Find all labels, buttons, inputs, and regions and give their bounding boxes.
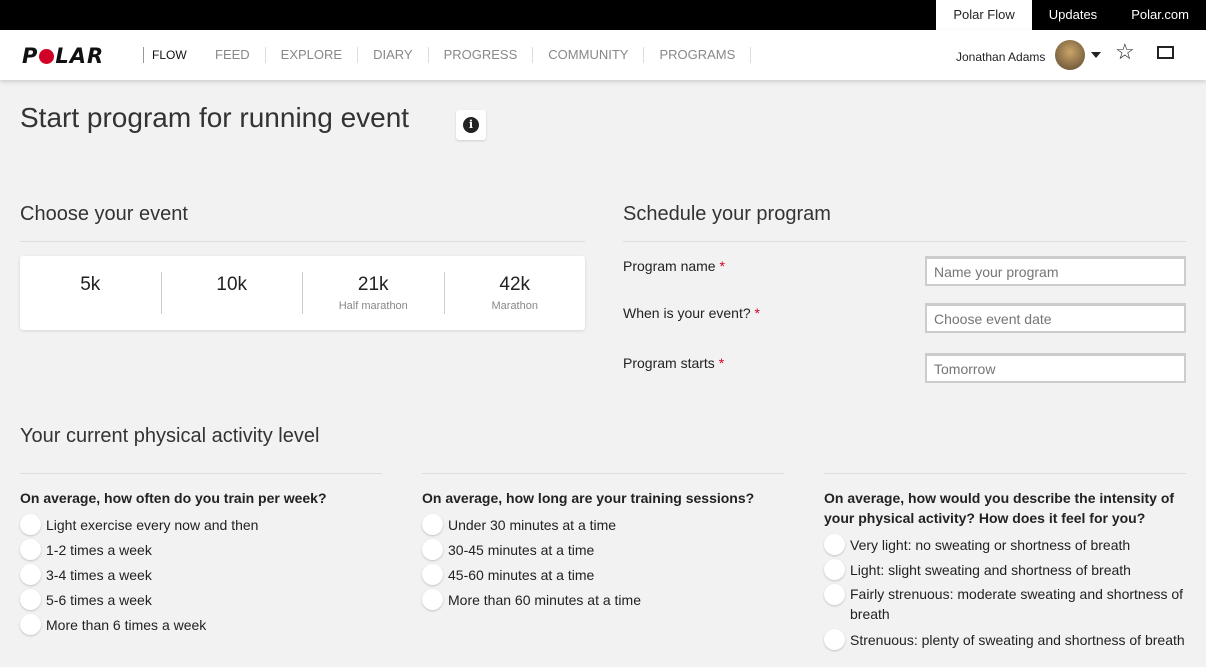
info-icon: i — [463, 117, 479, 133]
nav-feed[interactable]: FEED — [200, 47, 266, 63]
question-intensity: On average, how would you describe the i… — [824, 490, 1175, 526]
divider — [422, 473, 784, 474]
radio-button[interactable] — [824, 584, 845, 605]
event-sublabel: Half marathon — [338, 300, 408, 312]
toplink-updates[interactable]: Updates — [1048, 7, 1098, 22]
radio-button[interactable] — [20, 589, 41, 610]
radio-option[interactable]: 1-2 times a week — [20, 539, 152, 560]
radio-option[interactable]: Fairly strenuous: moderate sweating and … — [824, 584, 1189, 624]
divider — [824, 473, 1186, 474]
radio-option[interactable]: 45-60 minutes at a time — [422, 564, 594, 585]
nav-progress[interactable]: PROGRESS — [429, 47, 534, 63]
radio-option[interactable]: Strenuous: plenty of sweating and shortn… — [824, 629, 1185, 650]
radio-option[interactable]: Light: slight sweating and shortness of … — [824, 559, 1131, 580]
event-distance: 42k — [499, 274, 531, 295]
toplink-polar-com[interactable]: Polar.com — [1131, 7, 1189, 22]
event-distance: 10k — [216, 274, 248, 295]
flow-label[interactable]: FLOW — [143, 47, 187, 63]
radio-button[interactable] — [422, 564, 443, 585]
radio-option[interactable]: 5-6 times a week — [20, 589, 152, 610]
radio-button[interactable] — [824, 559, 845, 580]
page-title: Start program for running event — [20, 102, 410, 133]
info-button[interactable]: i — [456, 110, 486, 140]
avatar[interactable] — [1055, 40, 1085, 70]
program-start-label: Program starts * — [623, 355, 725, 371]
nav-community[interactable]: COMMUNITY — [533, 47, 645, 63]
radio-button[interactable] — [20, 614, 41, 635]
divider — [20, 241, 585, 242]
nav-explore[interactable]: EXPLORE — [266, 47, 359, 63]
event-date-input[interactable] — [925, 303, 1186, 333]
program-start-input[interactable] — [925, 353, 1186, 383]
event-option-42k[interactable]: 42k Marathon — [445, 272, 586, 314]
polar-logo[interactable]: P LAR — [22, 44, 105, 68]
radio-button[interactable] — [20, 539, 41, 560]
radio-option[interactable]: 3-4 times a week — [20, 564, 152, 585]
program-name-label: Program name * — [623, 258, 725, 274]
divider — [623, 241, 1186, 242]
event-distance: 5k — [80, 274, 101, 295]
radio-option[interactable]: More than 60 minutes at a time — [422, 589, 641, 610]
chat-icon[interactable] — [1157, 46, 1174, 59]
program-name-input[interactable] — [925, 256, 1186, 286]
radio-option[interactable]: Under 30 minutes at a time — [422, 514, 616, 535]
star-icon[interactable]: ☆ — [1115, 39, 1135, 64]
nav-programs[interactable]: PROGRAMS — [644, 47, 752, 63]
radio-button[interactable] — [20, 564, 41, 585]
radio-option[interactable]: Light exercise every now and then — [20, 514, 258, 535]
radio-option[interactable]: More than 6 times a week — [20, 614, 206, 635]
event-sublabel: Marathon — [491, 300, 538, 312]
radio-option[interactable]: Very light: no sweating or shortness of … — [824, 534, 1130, 555]
question-frequency: On average, how often do you train per w… — [20, 490, 327, 506]
event-selector: 5k 10k 21k Half marathon 42k Marathon — [20, 256, 585, 330]
radio-button[interactable] — [422, 539, 443, 560]
event-option-10k[interactable]: 10k — [162, 272, 303, 314]
question-duration: On average, how long are your training s… — [422, 490, 755, 506]
radio-button[interactable] — [20, 514, 41, 535]
chevron-down-icon[interactable] — [1091, 52, 1101, 58]
radio-button[interactable] — [824, 534, 845, 555]
event-distance: 21k — [357, 274, 389, 295]
event-date-label: When is your event? * — [623, 305, 760, 321]
divider — [20, 473, 382, 474]
radio-option[interactable]: 30-45 minutes at a time — [422, 539, 594, 560]
radio-button[interactable] — [422, 514, 443, 535]
radio-button[interactable] — [422, 589, 443, 610]
top-bar: Polar Flow Updates Polar.com — [0, 0, 1206, 30]
event-heading: Choose your event — [20, 203, 188, 225]
nav-diary[interactable]: DIARY — [358, 47, 429, 63]
activity-heading: Your current physical activity level — [20, 425, 320, 447]
toplink-polar-flow[interactable]: Polar Flow — [936, 0, 1032, 30]
schedule-heading: Schedule your program — [623, 203, 831, 225]
main-nav: P LAR FLOW FEED EXPLORE DIARY PROGRESS CO… — [0, 30, 1206, 80]
event-option-5k[interactable]: 5k — [20, 272, 162, 314]
radio-button[interactable] — [824, 629, 845, 650]
user-name[interactable]: Jonathan Adams — [956, 50, 1046, 64]
event-option-21k[interactable]: 21k Half marathon — [303, 272, 445, 314]
